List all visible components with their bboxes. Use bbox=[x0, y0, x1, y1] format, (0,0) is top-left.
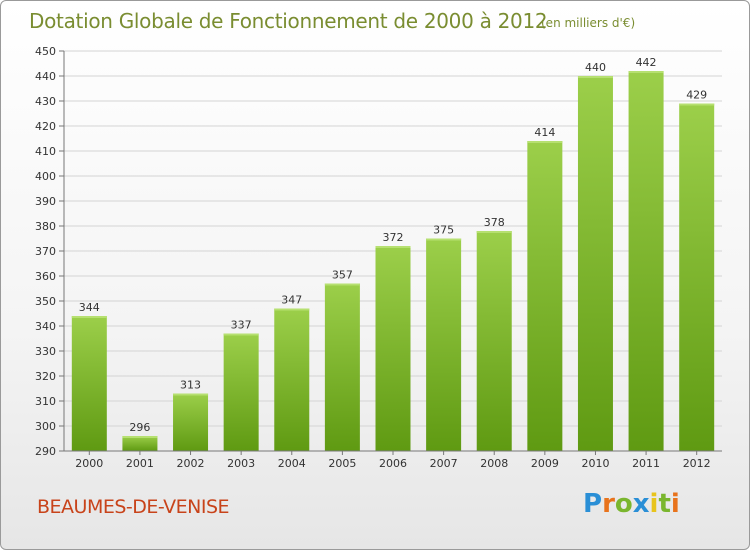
y-tick-label: 320 bbox=[35, 370, 56, 383]
bar-highlight bbox=[223, 333, 259, 336]
proxiti-logo[interactable]: Proxiti bbox=[583, 489, 680, 519]
data-label: 372 bbox=[383, 231, 404, 244]
x-tick-label: 2002 bbox=[177, 457, 205, 470]
bar-highlight bbox=[577, 76, 613, 78]
logo-letter: t bbox=[658, 489, 671, 519]
y-tick-label: 440 bbox=[35, 70, 56, 83]
bar bbox=[375, 246, 411, 451]
data-label: 357 bbox=[332, 269, 353, 282]
commune-name: BEAUMES-DE-VENISE bbox=[37, 496, 230, 518]
chart-subtitle: (en milliers d'€) bbox=[541, 16, 636, 30]
data-label: 440 bbox=[585, 61, 606, 74]
logo-letter: i bbox=[670, 489, 680, 519]
data-label: 414 bbox=[534, 126, 555, 139]
bar bbox=[122, 436, 158, 451]
bar bbox=[679, 103, 715, 451]
bar bbox=[426, 238, 462, 451]
x-tick-label: 2000 bbox=[75, 457, 103, 470]
x-tick-label: 2009 bbox=[531, 457, 559, 470]
x-tick-label: 2012 bbox=[683, 457, 711, 470]
x-tick-label: 2006 bbox=[379, 457, 407, 470]
bar bbox=[324, 283, 360, 451]
y-tick-label: 300 bbox=[35, 420, 56, 433]
data-label: 296 bbox=[129, 421, 150, 434]
x-tick-label: 2003 bbox=[227, 457, 255, 470]
y-tick-label: 310 bbox=[35, 395, 56, 408]
x-tick-label: 2004 bbox=[278, 457, 306, 470]
y-tick-label: 360 bbox=[35, 270, 56, 283]
logo-letter: o bbox=[614, 489, 633, 519]
bar-highlight bbox=[324, 283, 360, 286]
x-tick-label: 2005 bbox=[328, 457, 356, 470]
logo-letter: P bbox=[583, 489, 603, 519]
bar-highlight bbox=[122, 436, 158, 438]
y-tick-label: 370 bbox=[35, 245, 56, 258]
y-tick-label: 420 bbox=[35, 120, 56, 133]
bar bbox=[223, 333, 259, 451]
chart-title: Dotation Globale de Fonctionnement de 20… bbox=[29, 9, 548, 33]
y-tick-label: 340 bbox=[35, 320, 56, 333]
y-tick-label: 380 bbox=[35, 220, 56, 233]
y-tick-label: 290 bbox=[35, 445, 56, 458]
bar-highlight bbox=[679, 103, 715, 106]
bar bbox=[628, 71, 664, 451]
x-tick-label: 2010 bbox=[581, 457, 609, 470]
data-label: 375 bbox=[433, 224, 454, 237]
bar-highlight bbox=[173, 393, 209, 396]
data-label: 344 bbox=[79, 301, 100, 314]
bar-highlight bbox=[274, 308, 310, 311]
x-tick-label: 2008 bbox=[480, 457, 508, 470]
logo-letter: r bbox=[602, 489, 615, 519]
bar-highlight bbox=[375, 246, 411, 248]
data-label: 347 bbox=[281, 294, 302, 307]
data-label: 429 bbox=[686, 89, 707, 102]
bar bbox=[476, 231, 512, 451]
y-tick-label: 450 bbox=[35, 45, 56, 58]
x-tick-label: 2001 bbox=[126, 457, 154, 470]
x-tick-label: 2011 bbox=[632, 457, 660, 470]
bar bbox=[527, 141, 563, 451]
bar-highlight bbox=[628, 71, 664, 73]
y-tick-label: 400 bbox=[35, 170, 56, 183]
logo-letter: x bbox=[632, 489, 650, 519]
data-label: 442 bbox=[636, 56, 657, 69]
bar-highlight bbox=[527, 141, 563, 143]
bar bbox=[71, 316, 107, 451]
data-label: 313 bbox=[180, 379, 201, 392]
bar-highlight bbox=[71, 316, 107, 318]
y-tick-label: 330 bbox=[35, 345, 56, 358]
x-tick-label: 2007 bbox=[430, 457, 458, 470]
bar-highlight bbox=[476, 231, 512, 233]
data-label: 378 bbox=[484, 216, 505, 229]
y-tick-label: 350 bbox=[35, 295, 56, 308]
bar bbox=[274, 308, 310, 451]
y-tick-label: 410 bbox=[35, 145, 56, 158]
y-tick-label: 390 bbox=[35, 195, 56, 208]
bar bbox=[577, 76, 613, 451]
bar bbox=[173, 393, 209, 451]
data-label: 337 bbox=[231, 319, 252, 332]
bar-highlight bbox=[426, 238, 462, 241]
y-tick-label: 430 bbox=[35, 95, 56, 108]
logo-letter: i bbox=[649, 489, 659, 519]
